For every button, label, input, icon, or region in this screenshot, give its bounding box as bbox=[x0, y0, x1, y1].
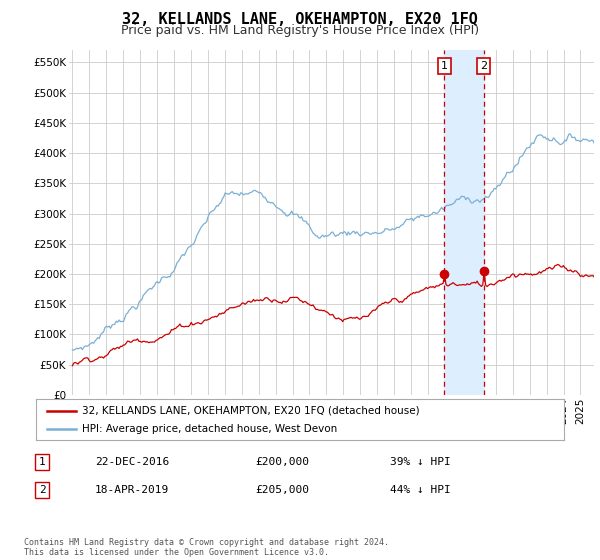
Text: 32, KELLANDS LANE, OKEHAMPTON, EX20 1FQ: 32, KELLANDS LANE, OKEHAMPTON, EX20 1FQ bbox=[122, 12, 478, 27]
Text: 2: 2 bbox=[480, 61, 487, 71]
Text: 2: 2 bbox=[38, 485, 46, 495]
Text: £205,000: £205,000 bbox=[255, 485, 309, 495]
Text: 44% ↓ HPI: 44% ↓ HPI bbox=[389, 485, 451, 495]
Text: Contains HM Land Registry data © Crown copyright and database right 2024.
This d: Contains HM Land Registry data © Crown c… bbox=[24, 538, 389, 557]
Text: 1: 1 bbox=[38, 457, 46, 467]
Text: 32, KELLANDS LANE, OKEHAMPTON, EX20 1FQ (detached house): 32, KELLANDS LANE, OKEHAMPTON, EX20 1FQ … bbox=[82, 405, 420, 416]
Text: 18-APR-2019: 18-APR-2019 bbox=[95, 485, 169, 495]
Bar bbox=[445, 50, 484, 395]
Text: £200,000: £200,000 bbox=[255, 457, 309, 467]
Text: HPI: Average price, detached house, West Devon: HPI: Average price, detached house, West… bbox=[82, 424, 338, 434]
Text: 22-DEC-2016: 22-DEC-2016 bbox=[95, 457, 169, 467]
Text: 39% ↓ HPI: 39% ↓ HPI bbox=[389, 457, 451, 467]
Text: Price paid vs. HM Land Registry's House Price Index (HPI): Price paid vs. HM Land Registry's House … bbox=[121, 24, 479, 37]
Text: 1: 1 bbox=[441, 61, 448, 71]
